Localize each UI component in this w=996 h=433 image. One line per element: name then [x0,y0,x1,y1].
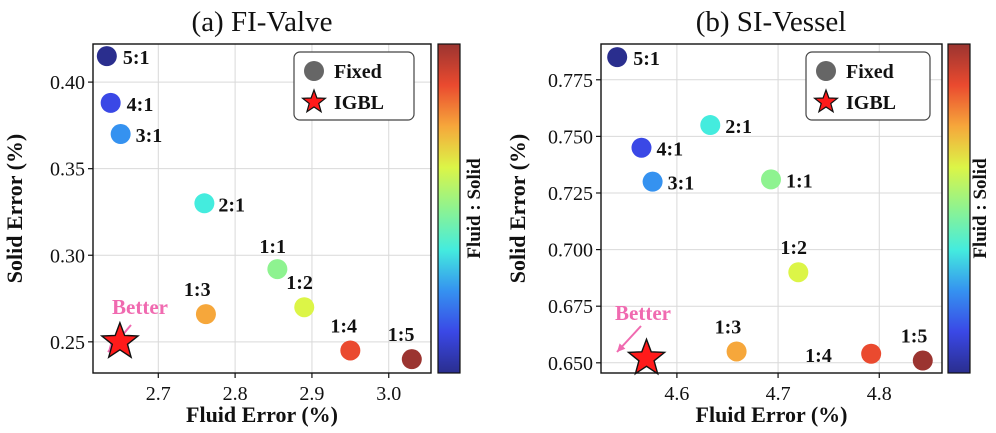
point-label: 2:1 [218,194,245,216]
point-label: 1:5 [388,324,415,346]
x-axis-label: Fluid Error (%) [186,402,338,427]
x-tick-label: 4.8 [867,383,892,405]
legend-box [805,51,931,121]
x-tick-label: 4.6 [664,383,689,405]
y-tick-label: 0.675 [548,296,593,318]
y-tick-label: 0.750 [548,126,593,148]
legend-fixed-marker [816,61,836,81]
fixed-point-1-2 [788,262,809,283]
legend-igbl-marker [812,88,840,114]
y-tick-label: 0.30 [50,245,85,267]
point-label: 1:2 [286,272,313,294]
x-tick-label: 4.7 [766,383,791,405]
point-label: 1:3 [184,279,211,301]
fixed-point-3-1 [642,171,663,192]
fixed-point-1-3 [195,304,216,325]
colorbar-label: Fluid : Solid [464,158,485,259]
y-tick-label: 0.35 [50,159,85,181]
fixed-point-1-1 [267,259,288,280]
igbl-star-point [99,320,140,359]
fixed-point-2-1 [194,193,215,214]
point-label: 3:1 [668,173,695,195]
point-label: 1:2 [780,237,807,259]
x-tick-label: 3.0 [376,383,401,405]
point-label: 4:1 [127,94,154,116]
igbl-star-point [626,337,667,376]
colorbar-label: Fluid : Solid [970,158,991,259]
legend-fixed-marker [304,61,324,81]
x-tick-label: 2.7 [146,383,171,405]
fixed-point-1-3 [726,341,747,362]
point-label: 1:1 [786,170,813,192]
plot-frame [92,43,432,374]
y-tick-label: 0.25 [50,332,85,354]
fixed-point-5-1 [96,46,117,67]
point-label: 2:1 [725,116,752,138]
point-label: 1:5 [901,326,928,348]
fixed-point-1-4 [861,343,882,364]
fixed-point-4-1 [631,137,652,158]
better-arrow-head [617,343,626,352]
fixed-point-1-5 [401,349,422,370]
legend-igbl-marker [300,88,328,114]
x-axis-label: Fluid Error (%) [696,402,848,427]
better-annotation: Better [112,295,168,319]
point-label: 5:1 [633,48,660,70]
legend-box [293,51,415,121]
fixed-point-1-1 [760,169,781,190]
legend-igbl-label: IGBL [334,92,384,114]
colorbar [947,43,971,374]
y-tick-label: 0.650 [548,353,593,375]
x-tick-label: 2.9 [299,383,324,405]
fixed-point-3-1 [110,124,131,145]
y-tick-label: 0.40 [50,72,85,94]
y-axis-label: Solid Error (%) [505,134,530,284]
x-tick-label: 2.8 [223,383,248,405]
y-axis-label: Solid Error (%) [2,134,27,284]
panel-si-vessel: 4.6 4.7 4.8 0.650 0.675 0.700 0.725 0.750 0.775 (… [505,6,991,427]
fixed-point-2-1 [700,115,721,136]
panel-fi-valve: 2.7 2.8 2.9 3.0 0.25 0.30 0.35 0.40 (a) FI-Valve… [2,6,485,427]
fixed-point-5-1 [607,47,628,68]
point-label: 1:4 [805,345,832,367]
point-label: 4:1 [656,139,683,161]
point-label: 3:1 [136,125,163,147]
chart-title: (a) FI-Valve [192,6,333,38]
better-annotation: Better [615,301,671,325]
fixed-point-1-4 [340,340,361,361]
point-label: 5:1 [123,47,150,69]
fixed-point-4-1 [100,92,121,113]
colorbar [437,43,461,374]
point-label: 1:4 [330,315,357,337]
point-label: 1:3 [715,316,742,338]
plot-frame [600,43,943,374]
legend-igbl-label: IGBL [846,92,896,114]
point-label: 1:1 [259,236,286,258]
legend-fixed-label: Fixed [846,61,894,83]
chart-title: (b) SI-Vessel [696,6,847,38]
y-tick-label: 0.775 [548,70,593,92]
fixed-point-1-2 [294,297,315,318]
legend-fixed-label: Fixed [334,61,382,83]
fixed-point-1-5 [912,350,933,371]
y-tick-label: 0.700 [548,240,593,262]
y-tick-label: 0.725 [548,183,593,205]
